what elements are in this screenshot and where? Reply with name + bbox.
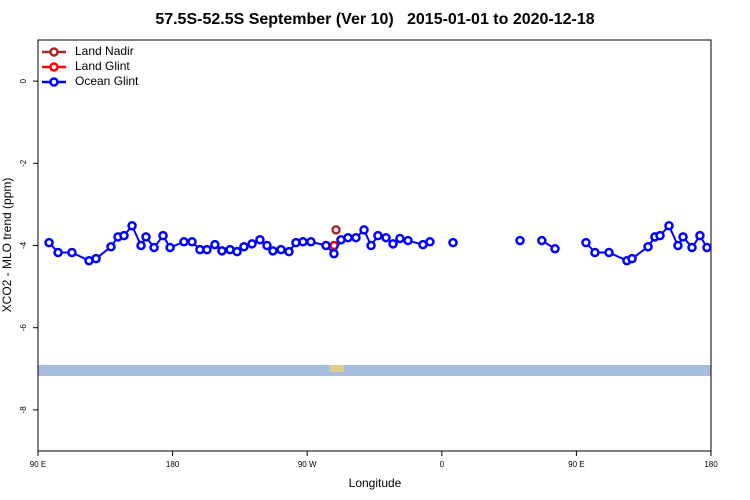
data-point (127, 221, 137, 231)
data-point (141, 232, 151, 242)
data-point (165, 242, 175, 253)
data-point (53, 247, 63, 258)
data-point (136, 240, 146, 251)
data-point (343, 232, 353, 243)
data-point (590, 247, 600, 258)
legend-marker (49, 62, 59, 72)
x-tick-label: 90 W (298, 460, 317, 469)
data-point (202, 244, 212, 255)
y-tick-label: 0 (19, 78, 28, 83)
data-point (276, 244, 286, 255)
data-point (537, 235, 547, 246)
y-tick-label: -8 (19, 406, 28, 414)
legend-label: Ocean Glint (75, 74, 139, 88)
y-tick-label: -4 (19, 241, 28, 249)
data-point (448, 237, 458, 248)
data-point (232, 246, 242, 257)
map-strip (38, 365, 711, 376)
data-point (366, 240, 376, 251)
data-point (604, 247, 614, 258)
x-tick-label: 0 (440, 460, 445, 469)
y-tick-label: -6 (19, 324, 28, 332)
data-point (44, 237, 54, 248)
data-point (351, 232, 361, 243)
data-point (187, 237, 197, 247)
data-point (262, 240, 272, 251)
data-point (268, 246, 278, 256)
data-point (298, 237, 308, 247)
x-tick-label: 90 E (568, 460, 584, 469)
data-point (515, 235, 525, 246)
y-axis-label: XCO2 - MLO trend (ppm) (0, 178, 14, 313)
data-point (673, 240, 683, 251)
data-point (239, 241, 249, 252)
data-point (106, 241, 116, 252)
data-point (550, 244, 560, 254)
data-point (284, 246, 294, 257)
legend-marker (49, 77, 59, 87)
data-point (627, 253, 637, 264)
data-point (381, 232, 391, 243)
data-point (655, 230, 665, 241)
data-point (425, 237, 435, 247)
data-point (664, 221, 674, 231)
data-point (149, 242, 159, 253)
data-point (158, 230, 168, 241)
data-point (255, 234, 265, 245)
map-land (330, 365, 344, 372)
data-point (403, 235, 413, 246)
data-point (373, 230, 383, 241)
data-point (643, 241, 653, 252)
data-point (695, 230, 705, 241)
data-point (247, 239, 257, 249)
data-point (67, 247, 77, 258)
x-axis-label: Longitude (349, 476, 402, 490)
data-point (687, 242, 697, 253)
x-tick-label: 180 (166, 460, 180, 469)
data-point (678, 232, 688, 242)
data-point (210, 239, 220, 250)
data-point (329, 248, 339, 259)
x-tick-label: 180 (704, 460, 718, 469)
data-point (217, 246, 227, 256)
y-tick-label: -2 (19, 159, 28, 167)
data-point (331, 225, 341, 235)
x-tick-label: 90 E (30, 460, 46, 469)
data-point (321, 240, 331, 251)
legend-marker (49, 47, 59, 57)
data-point (91, 253, 101, 264)
data-point (306, 237, 316, 247)
data-point (388, 239, 398, 249)
legend-label: Land Glint (75, 59, 130, 73)
chart-title: 57.5S-52.5S September (Ver 10) 2015-01-0… (155, 11, 594, 28)
data-point (179, 237, 189, 247)
data-point (359, 225, 369, 235)
data-point (702, 242, 712, 253)
data-point (581, 237, 591, 248)
legend-label: Land Nadir (75, 44, 134, 58)
data-point (119, 230, 129, 241)
data-point (395, 233, 405, 244)
